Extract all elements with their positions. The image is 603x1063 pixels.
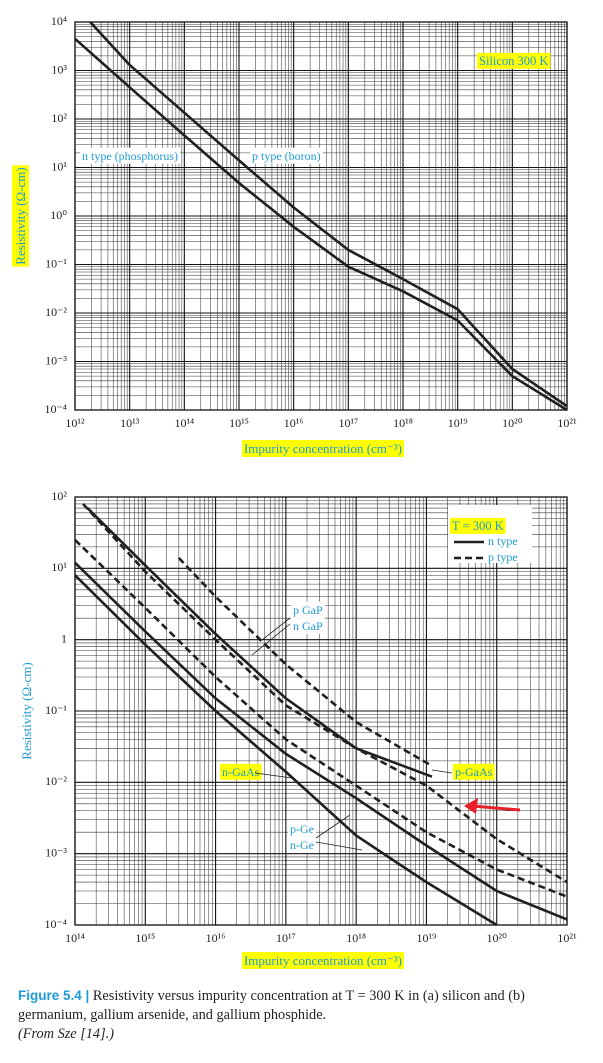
y-tick-label: 10⁻² [45, 774, 67, 788]
y-tick-label: 10⁻³ [45, 845, 67, 859]
y-tick-label: 10² [51, 489, 67, 503]
label-background [288, 820, 316, 837]
x-tick-label: 10²¹ [557, 416, 577, 430]
y-tick-label: 10¹ [51, 560, 67, 574]
label-background [241, 951, 405, 969]
x-tick-label: 10¹⁷ [276, 931, 296, 945]
y-tick-label: 10² [51, 111, 67, 125]
series-label: n GaP [293, 619, 323, 633]
x-axis-label: Impurity concentration (cm⁻³) [244, 953, 402, 968]
series-label: p type (boron) [252, 149, 321, 163]
legend-label: n type [488, 534, 518, 548]
x-tick-label: 10²⁰ [487, 931, 508, 945]
leader-line [261, 617, 291, 641]
x-tick-label: 10¹⁷ [338, 416, 358, 430]
leader-line [315, 814, 351, 839]
label-background [477, 52, 551, 69]
series-label: p-GaAs [455, 765, 493, 779]
label-background [453, 763, 495, 780]
series-label: p GaP [293, 603, 323, 617]
data-line [177, 557, 433, 768]
label-background [250, 147, 323, 164]
y-tick-label: 10⁻¹ [45, 703, 67, 717]
data-line [74, 574, 498, 927]
leader-line [431, 769, 453, 774]
series-label: n-Ge [290, 838, 314, 852]
caption-label: Figure 5.4 | [18, 988, 90, 1003]
label-background [291, 617, 325, 634]
x-tick-label: 10¹⁴ [65, 931, 85, 945]
x-tick-label: 10¹⁹ [417, 931, 437, 945]
label-background [241, 439, 405, 457]
y-tick-label: 10³ [51, 62, 67, 76]
y-tick-label: 10⁻⁴ [44, 402, 67, 416]
y-tick-label: 10⁻³ [45, 353, 67, 367]
series-label: n-GaAs [222, 765, 260, 779]
y-tick-label: 10⁰ [50, 208, 67, 222]
x-tick-label: 10¹⁸ [346, 931, 366, 945]
data-line [74, 561, 568, 921]
annotation: Silicon 300 K [479, 54, 548, 68]
red-arrow-shaft [471, 804, 521, 812]
caption-text: Resistivity versus impurity concentratio… [18, 988, 525, 1023]
x-tick-label: 10¹⁵ [135, 931, 155, 945]
x-tick-label: 10¹⁶ [284, 416, 304, 430]
x-tick-label: 10¹³ [120, 416, 140, 430]
data-line [82, 503, 568, 884]
plot-frame [74, 496, 568, 926]
x-tick-label: 10¹⁴ [174, 416, 194, 430]
x-tick-label: 10²⁰ [502, 416, 523, 430]
label-background [291, 601, 325, 618]
y-axis-label: Resistivity (Ω-cm) [19, 662, 34, 759]
data-line [89, 21, 568, 408]
legend-title: T = 300 K [452, 519, 504, 533]
x-tick-label: 10¹⁶ [206, 931, 226, 945]
series-label: n type (phosphorus) [82, 149, 178, 163]
data-line [74, 538, 568, 898]
x-tick-label: 10¹⁸ [393, 416, 413, 430]
caption-source: (From Sze [14].) [18, 1026, 114, 1042]
y-tick-label: 10⁻¹ [45, 256, 67, 270]
x-tick-label: 10¹⁵ [229, 416, 249, 430]
leader-line [254, 772, 293, 779]
data-line [74, 37, 568, 412]
red-arrow-head [464, 798, 478, 814]
y-tick-label: 10⁻⁴ [44, 917, 67, 931]
x-tick-label: 10¹⁹ [448, 416, 468, 430]
y-tick-label: 10¹ [51, 159, 67, 173]
data-line [86, 507, 433, 778]
label-background [17, 660, 35, 762]
label-background [220, 763, 262, 780]
caption: Figure 5.4 | Resistivity versus impurity… [18, 986, 593, 1044]
figure: 10¹² 10¹³ 10¹⁴ 10¹⁵ 10¹⁶ 10¹⁷ 10¹⁸ 10¹⁹ 10²⁰ 10²¹… [11, 14, 577, 969]
legend-box [448, 505, 532, 563]
x-axis-label: Impurity concentration (cm⁻³) [244, 441, 402, 456]
plot-frame [74, 21, 568, 411]
leader-line [251, 623, 291, 656]
leader-line [315, 841, 363, 851]
x-tick-label: 10¹² [65, 416, 85, 430]
y-tick-label: 10⁻² [45, 305, 67, 319]
legend-label: p type [488, 550, 518, 564]
label-background [450, 517, 506, 534]
y-tick-label: 10⁴ [51, 14, 67, 28]
y-tick-label: 1 [61, 631, 67, 645]
x-tick-label: 10²¹ [557, 931, 577, 945]
series-label: p-Ge [290, 822, 314, 836]
y-axis-label: Resistivity (Ω-cm) [13, 167, 28, 264]
label-background [288, 836, 316, 853]
label-background [11, 165, 29, 267]
label-background [80, 147, 180, 164]
